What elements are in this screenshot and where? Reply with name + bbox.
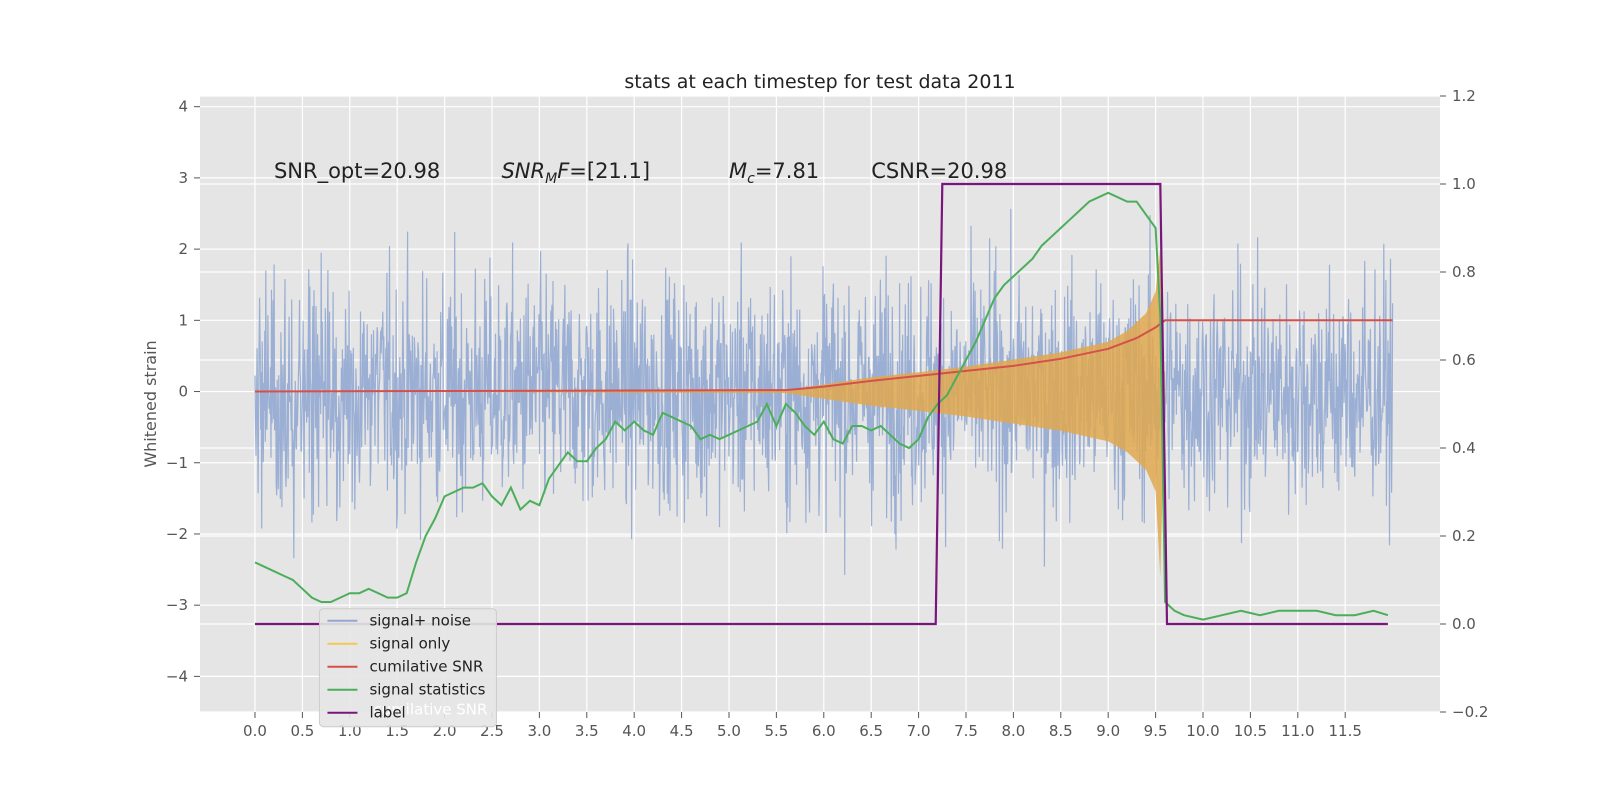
y2-tick-label: 0.2	[1452, 527, 1476, 545]
y2-tick-label: 1.2	[1452, 87, 1476, 105]
x-tick-label: 3.0	[527, 722, 551, 740]
x-tick-label: 11.5	[1328, 722, 1361, 740]
x-tick-label: 0.5	[290, 722, 314, 740]
y-tick-label: 2	[178, 240, 188, 258]
series-cumilative-snr-line	[254, 319, 1393, 393]
legend-ghost-text: cumilative SNR	[373, 701, 487, 719]
x-tick-label: 10.5	[1234, 722, 1267, 740]
x-tick-label: 9.0	[1096, 722, 1120, 740]
x-tick-label: 5.5	[764, 722, 788, 740]
y-tick-label: −3	[166, 596, 188, 614]
x-tick-label: 0.0	[243, 722, 267, 740]
legend-entry-label: signal+ noise	[369, 612, 471, 630]
y2-tick-label: 0.8	[1452, 263, 1476, 281]
legend: cumilative SNR signal+ noise signal only cu…	[318, 608, 497, 728]
annotation-text: SNR_opt=20.98	[274, 159, 440, 184]
annotation-text: SNRMF=[21.1]	[501, 159, 650, 187]
annotation-text: Mc=7.81	[729, 159, 819, 187]
y2-tick-label: 1.0	[1452, 175, 1476, 193]
y-tick-label: −1	[166, 454, 188, 472]
x-tick-label: 6.0	[812, 722, 836, 740]
series-signal-noise	[254, 208, 1394, 576]
x-tick-label: 11.0	[1281, 722, 1314, 740]
series-label-line	[255, 182, 1388, 626]
y-tick-label: 1	[178, 311, 188, 329]
y-tick-label: −2	[166, 525, 188, 543]
legend-entry-label: cumilative SNR	[369, 658, 483, 676]
y2-tick-label: 0.6	[1452, 351, 1476, 369]
x-tick-label: 6.5	[859, 722, 883, 740]
x-tick-label: 4.5	[670, 722, 694, 740]
x-tick-label: 4.0	[622, 722, 646, 740]
legend-entry-label: signal only	[369, 635, 450, 653]
legend-entry-label: label	[369, 704, 405, 722]
y2-tick-label: 0.4	[1452, 439, 1476, 457]
x-tick-label: 8.5	[1049, 722, 1073, 740]
y2-tick-label: −0.2	[1452, 703, 1488, 721]
x-tick-label: 8.0	[1001, 722, 1025, 740]
x-tick-label: 7.0	[907, 722, 931, 740]
y2-axis-ticks: −0.2 0.0 0.2 0.4 0.6 0.8 1.0 1.2	[1440, 87, 1488, 721]
x-tick-label: 5.0	[717, 722, 741, 740]
y-tick-label: 0	[178, 383, 188, 401]
legend-entry-label: signal statistics	[369, 681, 485, 699]
chart-title: stats at each timestep for test data 201…	[624, 71, 1015, 93]
y2-tick-label: 0.0	[1452, 615, 1476, 633]
x-tick-label: 3.5	[575, 722, 599, 740]
y-axis-label: Whitened strain	[141, 340, 160, 467]
y-tick-label: 3	[178, 169, 188, 187]
annotation-text: CSNR=20.98	[871, 159, 1007, 183]
noise-trace	[254, 208, 1394, 576]
x-tick-label: 7.5	[954, 722, 978, 740]
x-tick-label: 10.0	[1186, 722, 1219, 740]
annotations: SNR_opt=20.98 SNRMF=[21.1] Mc=7.81 CSNR=20.…	[274, 159, 1007, 187]
series-signal-statistics-line	[254, 191, 1389, 621]
y-tick-label: −4	[166, 667, 188, 685]
y-tick-label: 4	[178, 98, 188, 116]
y-axis-ticks: −4 −3 −2 −1 0 1 2 3 4	[166, 98, 200, 685]
legend-box	[318, 608, 497, 728]
x-tick-label: 9.5	[1144, 722, 1168, 740]
